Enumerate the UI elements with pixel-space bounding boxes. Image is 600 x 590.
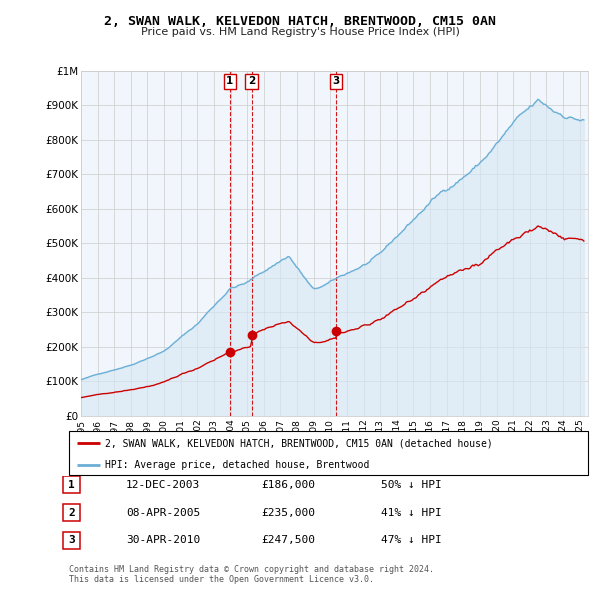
FancyBboxPatch shape bbox=[63, 504, 80, 521]
Text: £247,500: £247,500 bbox=[261, 536, 315, 545]
Text: Price paid vs. HM Land Registry's House Price Index (HPI): Price paid vs. HM Land Registry's House … bbox=[140, 27, 460, 37]
Text: 41% ↓ HPI: 41% ↓ HPI bbox=[381, 508, 442, 517]
Text: 2, SWAN WALK, KELVEDON HATCH, BRENTWOOD, CM15 0AN (detached house): 2, SWAN WALK, KELVEDON HATCH, BRENTWOOD,… bbox=[106, 438, 493, 448]
Text: 3: 3 bbox=[68, 536, 75, 545]
Text: 12-DEC-2003: 12-DEC-2003 bbox=[126, 480, 200, 490]
Text: 1: 1 bbox=[226, 76, 233, 86]
Text: 50% ↓ HPI: 50% ↓ HPI bbox=[381, 480, 442, 490]
Text: 08-APR-2005: 08-APR-2005 bbox=[126, 508, 200, 517]
Text: 3: 3 bbox=[332, 76, 340, 86]
Text: 1: 1 bbox=[68, 480, 75, 490]
Text: 2: 2 bbox=[68, 508, 75, 517]
Text: 2: 2 bbox=[248, 76, 256, 86]
Text: HPI: Average price, detached house, Brentwood: HPI: Average price, detached house, Bren… bbox=[106, 460, 370, 470]
Text: £235,000: £235,000 bbox=[261, 508, 315, 517]
Text: £186,000: £186,000 bbox=[261, 480, 315, 490]
Text: 2, SWAN WALK, KELVEDON HATCH, BRENTWOOD, CM15 0AN: 2, SWAN WALK, KELVEDON HATCH, BRENTWOOD,… bbox=[104, 15, 496, 28]
FancyBboxPatch shape bbox=[63, 532, 80, 549]
Text: 47% ↓ HPI: 47% ↓ HPI bbox=[381, 536, 442, 545]
Text: 30-APR-2010: 30-APR-2010 bbox=[126, 536, 200, 545]
FancyBboxPatch shape bbox=[69, 431, 588, 475]
FancyBboxPatch shape bbox=[63, 477, 80, 493]
Text: Contains HM Land Registry data © Crown copyright and database right 2024.
This d: Contains HM Land Registry data © Crown c… bbox=[69, 565, 434, 584]
